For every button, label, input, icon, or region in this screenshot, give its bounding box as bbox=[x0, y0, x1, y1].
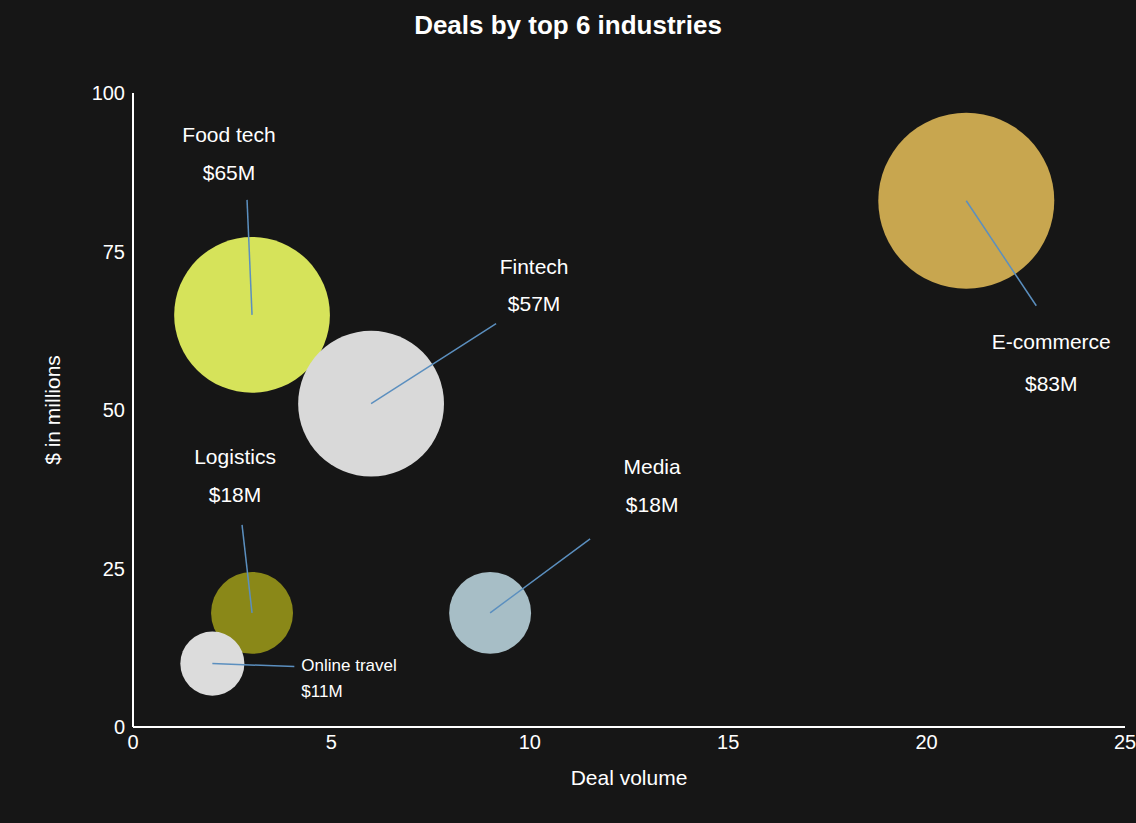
svg-text:15: 15 bbox=[717, 731, 739, 753]
svg-text:75: 75 bbox=[103, 241, 125, 263]
svg-text:25: 25 bbox=[1114, 731, 1136, 753]
svg-text:$ in millions: $ in millions bbox=[41, 355, 64, 465]
svg-text:100: 100 bbox=[92, 82, 125, 104]
svg-text:Fintech$57M: Fintech$57M bbox=[500, 255, 569, 315]
svg-text:Online travel$11M: Online travel$11M bbox=[301, 656, 396, 701]
svg-text:0: 0 bbox=[114, 716, 125, 738]
svg-text:5: 5 bbox=[326, 731, 337, 753]
svg-text:Deal volume: Deal volume bbox=[571, 766, 688, 789]
svg-text:0: 0 bbox=[127, 731, 138, 753]
svg-text:Logistics$18M: Logistics$18M bbox=[194, 445, 276, 506]
svg-text:Media$18M: Media$18M bbox=[624, 455, 682, 516]
svg-text:50: 50 bbox=[103, 399, 125, 421]
svg-text:Food tech$65M: Food tech$65M bbox=[182, 123, 275, 184]
svg-text:25: 25 bbox=[103, 558, 125, 580]
svg-text:10: 10 bbox=[519, 731, 541, 753]
html-text:Deals by top 6 industries: Deals by top 6 industries bbox=[414, 10, 722, 40]
svg-text:20: 20 bbox=[915, 731, 937, 753]
svg-text:E-commerce$83M: E-commerce$83M bbox=[992, 330, 1111, 395]
